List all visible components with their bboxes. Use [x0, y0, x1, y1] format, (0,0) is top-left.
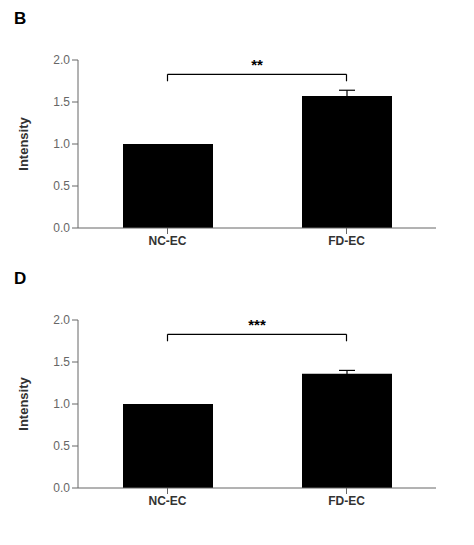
svg-text:0.0: 0.0	[53, 221, 70, 235]
svg-text:FD-EC: FD-EC	[328, 494, 365, 508]
svg-text:0.5: 0.5	[53, 179, 70, 193]
svg-text:0.0: 0.0	[53, 481, 70, 495]
html-text:B: B	[14, 9, 27, 28]
svg-text:0.5: 0.5	[53, 439, 70, 453]
svg-text:Intensity: Intensity	[16, 377, 31, 431]
svg-text:1.5: 1.5	[53, 95, 70, 109]
svg-text:***: ***	[248, 320, 266, 333]
svg-text:**: **	[251, 60, 263, 73]
svg-text:NC-EC: NC-EC	[149, 494, 187, 508]
svg-text:NC-EC: NC-EC	[149, 234, 187, 248]
svg-text:1.0: 1.0	[53, 397, 70, 411]
svg-text:Intensity: Intensity	[16, 117, 31, 171]
svg-text:2.0: 2.0	[53, 53, 70, 67]
svg-text:1.0: 1.0	[53, 137, 70, 151]
svg-text:1.5: 1.5	[53, 355, 70, 369]
svg-text:2.0: 2.0	[53, 313, 70, 327]
svg-text:FD-EC: FD-EC	[328, 234, 365, 248]
html-text:D: D	[14, 269, 27, 288]
